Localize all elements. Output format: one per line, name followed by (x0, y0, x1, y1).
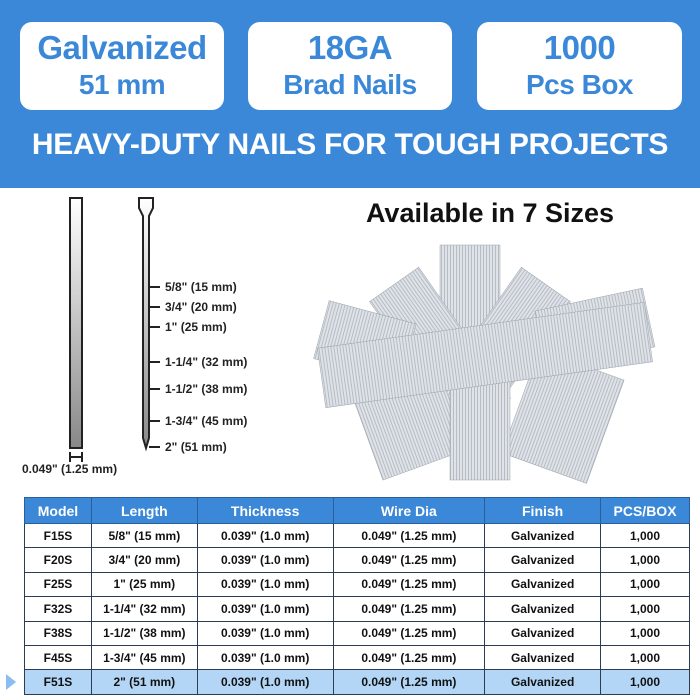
table-cell: 3/4" (20 mm) (90, 547, 198, 573)
table-cell: F20S (24, 547, 92, 573)
table-row[interactable]: F15S 5/8" (15 mm) 0.039" (1.0 mm) 0.049" (1… (24, 522, 690, 549)
table-cell: F45S (24, 644, 92, 671)
nail-front-view (138, 197, 154, 452)
badge-finish: Galvanized 51 mm (20, 22, 224, 110)
table-cell: Galvanized (484, 571, 602, 598)
table-cell: 1,000 (600, 547, 690, 573)
col-pcs-box: PCS/BOX (600, 497, 690, 524)
table-cell: Galvanized (484, 547, 602, 573)
table-cell: Galvanized (484, 522, 602, 549)
table-cell: 0.039" (1.0 mm) (196, 644, 334, 671)
table-cell: Galvanized (484, 644, 602, 671)
table-header-row: Model Length Thickness Wire Dia Finish P… (24, 497, 690, 524)
table-cell: 0.039" (1.0 mm) (196, 669, 334, 695)
badge-gauge: 18GA Brad Nails (248, 22, 452, 110)
table-cell: F15S (24, 522, 92, 549)
table-cell: F38S (24, 620, 92, 646)
table-row[interactable]: F51S 2" (51 mm) 0.039" (1.0 mm) 0.049" (1.2… (24, 669, 690, 695)
nail-side-view (69, 197, 83, 449)
table-cell: 1" (25 mm) (90, 571, 198, 598)
table-cell: F25S (24, 571, 92, 598)
table-cell: 0.039" (1.0 mm) (196, 547, 334, 573)
table-cell: 2" (51 mm) (90, 669, 198, 695)
table-cell: 1-3/4" (45 mm) (90, 644, 198, 671)
table-cell: 1,000 (600, 522, 690, 549)
table-cell: 5/8" (15 mm) (90, 522, 198, 549)
size-tick-label: 3/4" (20 mm) (165, 300, 237, 314)
col-model: Model (24, 497, 92, 524)
table-cell: 1-1/4" (32 mm) (90, 596, 198, 622)
diameter-marker (69, 452, 83, 462)
table-cell: 0.049" (1.25 mm) (332, 571, 486, 598)
size-tick-label: 2" (51 mm) (165, 440, 227, 454)
badge-quantity: 1000 Pcs Box (477, 22, 682, 110)
table-cell: 0.049" (1.25 mm) (332, 620, 486, 646)
table-cell: 1,000 (600, 571, 690, 598)
available-sizes-heading: Available in 7 Sizes (365, 198, 615, 228)
size-tick-label: 5/8" (15 mm) (165, 280, 237, 294)
badge-line2: Pcs Box (526, 69, 634, 100)
table-cell: F51S (24, 669, 92, 695)
specs-table: Model Length Thickness Wire Dia Finish P… (24, 497, 690, 695)
col-length: Length (90, 497, 198, 524)
table-row[interactable]: F25S 1" (25 mm) 0.039" (1.0 mm) 0.049" (1.2… (24, 571, 690, 598)
size-tick-label: 1" (25 mm) (165, 320, 227, 334)
size-tick-label: 1-1/2" (38 mm) (165, 382, 248, 396)
header-banner: Galvanized 51 mm 18GA Brad Nails 1000 Pc… (0, 0, 700, 188)
table-row[interactable]: F20S 3/4" (20 mm) 0.039" (1.0 mm) 0.049" (1… (24, 547, 690, 573)
table-row[interactable]: F38S 1-1/2" (38 mm) 0.039" (1.0 mm) 0.049" … (24, 620, 690, 646)
table-cell: 0.039" (1.0 mm) (196, 571, 334, 598)
table-cell: 1,000 (600, 669, 690, 695)
table-cell: 0.039" (1.0 mm) (196, 620, 334, 646)
size-tick-label: 1-3/4" (45 mm) (165, 414, 248, 428)
badge-line1: Galvanized (37, 29, 207, 66)
table-cell: 0.049" (1.25 mm) (332, 547, 486, 573)
table-cell: 0.039" (1.0 mm) (196, 522, 334, 549)
table-cell: 0.039" (1.0 mm) (196, 596, 334, 622)
badge-line1: 1000 (543, 29, 616, 66)
size-tick-label: 1-1/4" (32 mm) (165, 355, 248, 369)
table-cell: 0.049" (1.25 mm) (332, 596, 486, 622)
table-cell: 1,000 (600, 620, 690, 646)
diameter-label: 0.049" (1.25 mm) (22, 462, 118, 476)
table-cell: Galvanized (484, 596, 602, 622)
table-cell: 0.049" (1.25 mm) (332, 669, 486, 695)
col-wire-dia: Wire Dia (332, 497, 486, 524)
nail-strips-photo (313, 244, 656, 484)
col-thickness: Thickness (196, 497, 334, 524)
badge-line2: Brad Nails (283, 69, 417, 100)
table-cell: 1-1/2" (38 mm) (90, 620, 198, 646)
nail-diagram (69, 197, 160, 462)
tagline: HEAVY-DUTY NAILS FOR TOUGH PROJECTS (31, 128, 669, 161)
table-cell: 1,000 (600, 596, 690, 622)
table-cell: 0.049" (1.25 mm) (332, 522, 486, 549)
table-cell: Galvanized (484, 669, 602, 695)
col-finish: Finish (484, 497, 602, 524)
tick-marks (149, 286, 160, 448)
table-cell: F32S (24, 596, 92, 622)
table-cell: 0.049" (1.25 mm) (332, 644, 486, 671)
badge-line1: 18GA (307, 29, 393, 66)
table-row[interactable]: F45S 1-3/4" (45 mm) 0.039" (1.0 mm) 0.049" … (24, 644, 690, 671)
table-row[interactable]: F32S 1-1/4" (32 mm) 0.039" (1.0 mm) 0.049" … (24, 596, 690, 622)
selected-row-indicator (6, 674, 16, 690)
table-cell: Galvanized (484, 620, 602, 646)
badge-line2: 51 mm (78, 69, 166, 100)
table-cell: 1,000 (600, 644, 690, 671)
